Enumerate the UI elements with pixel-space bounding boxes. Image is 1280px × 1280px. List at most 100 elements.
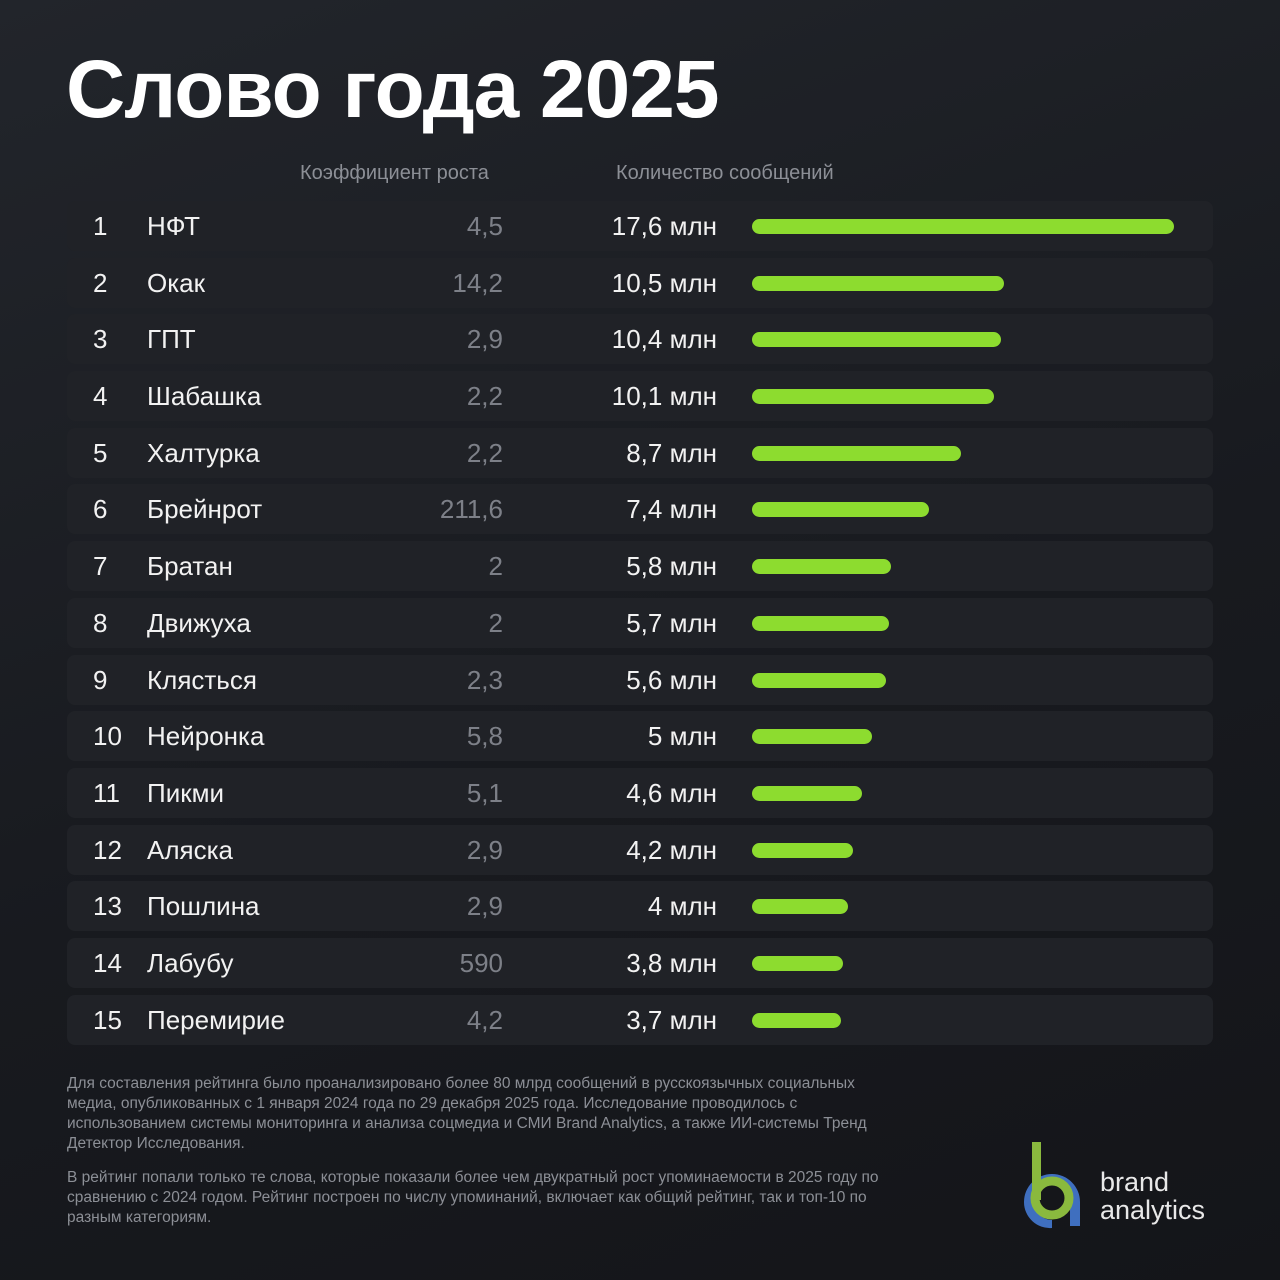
count-bar (752, 1012, 841, 1028)
rank-number: 12 (93, 834, 122, 865)
count-value: 5,8 млн (626, 551, 717, 582)
growth-value: 2,9 (466, 891, 503, 922)
word-label: Лабубу (147, 947, 234, 978)
word-label: Клясться (147, 664, 257, 695)
rank-number: 1 (93, 211, 108, 241)
word-label: Халтурка (147, 437, 260, 468)
count-value: 4 млн (647, 891, 717, 922)
growth-value: 2,9 (466, 834, 503, 865)
count-bar (752, 275, 1004, 291)
count-value: 4,2 млн (626, 834, 717, 865)
count-bar (752, 672, 886, 688)
rank-number: 13 (93, 891, 122, 922)
word-label: Братан (147, 551, 233, 582)
growth-column-header: Коэффициент роста (300, 162, 489, 184)
growth-value: 2 (488, 551, 503, 582)
word-label: НФТ (147, 211, 200, 241)
count-bar (752, 332, 1001, 348)
count-value: 4,6 млн (626, 777, 717, 808)
growth-value: 4,2 (466, 1004, 503, 1035)
word-label: Брейнрот (147, 494, 263, 525)
table-row: 1 НФТ 4,5 17,6 млн (67, 201, 1213, 251)
ranking-table: 1 НФТ 4,5 17,6 млн 2 Окак 14,2 10,5 млн 3 ГПТ 2,9 1… (67, 201, 1213, 1051)
word-label: Аляска (147, 834, 233, 865)
methodology-paragraph: Для составления рейтинга было проанализи… (67, 1075, 867, 1152)
count-bar (752, 615, 889, 631)
rank-number: 7 (93, 551, 108, 582)
logo-text-brand: brand (1100, 1167, 1170, 1197)
word-label: Окак (147, 267, 206, 298)
word-label: Движуха (147, 607, 251, 638)
brand-analytics-logo: brand analytics (1018, 1140, 1218, 1230)
count-bar (752, 842, 853, 858)
count-value: 5 млн (647, 721, 717, 752)
rank-number: 11 (93, 777, 120, 808)
rank-number: 6 (93, 494, 108, 525)
rank-number: 8 (93, 607, 108, 638)
count-bar (752, 955, 843, 971)
count-value: 5,6 млн (626, 664, 717, 695)
word-label: ГПТ (147, 324, 196, 355)
count-value: 3,8 млн (626, 947, 717, 978)
table-row: 4 Шабашка 2,2 10,1 млн (67, 371, 1213, 422)
table-row: 3 ГПТ 2,9 10,4 млн (67, 314, 1213, 365)
table-row: 6 Брейнрот 211,6 7,4 млн (67, 484, 1213, 535)
count-value: 5,7 млн (626, 607, 717, 638)
count-value: 10,4 млн (611, 324, 717, 355)
table-row: 12 Аляска 2,9 4,2 млн (67, 824, 1213, 875)
count-bar (752, 559, 891, 575)
table-row: 10 Нейронка 5,8 5 млн (67, 711, 1213, 762)
growth-value: 5,1 (466, 777, 503, 808)
growth-value: 14,2 (452, 267, 503, 298)
growth-value: 2,2 (466, 381, 503, 412)
table-row: 11 Пикми 5,1 4,6 млн (67, 767, 1213, 818)
count-bar (752, 389, 994, 405)
rank-number: 3 (93, 324, 108, 355)
growth-value: 5,8 (466, 721, 503, 752)
count-bar (752, 445, 961, 461)
table-row: 5 Халтурка 2,2 8,7 млн (67, 427, 1213, 478)
growth-value: 4,5 (466, 211, 503, 241)
count-value: 8,7 млн (626, 437, 717, 468)
word-label: Нейронка (147, 721, 265, 752)
word-label: Перемирие (147, 1004, 285, 1035)
table-row: 7 Братан 2 5,8 млн (67, 541, 1213, 592)
growth-value: 2,2 (466, 437, 503, 468)
rank-number: 15 (93, 1004, 122, 1035)
word-label: Шабашка (147, 381, 262, 412)
logo-text-analytics: analytics (1100, 1195, 1206, 1225)
rank-number: 4 (93, 381, 108, 412)
growth-value: 590 (459, 947, 503, 978)
growth-value: 211,6 (439, 494, 503, 525)
count-value: 10,5 млн (611, 267, 717, 298)
growth-value: 2,9 (466, 324, 503, 355)
count-bar (752, 729, 872, 745)
count-bar (752, 899, 848, 915)
count-column-header: Количество сообщений (616, 162, 834, 184)
count-bar (752, 502, 929, 518)
criteria-paragraph: В рейтинг попали только те слова, которы… (67, 1169, 879, 1226)
table-row: 2 Окак 14,2 10,5 млн (67, 257, 1213, 308)
rank-number: 9 (93, 664, 108, 695)
table-row: 8 Движуха 2 5,7 млн (67, 597, 1213, 648)
count-bar (752, 785, 862, 801)
rank-number: 14 (93, 947, 122, 978)
brand-analytics-logo-icon (1023, 1142, 1080, 1229)
table-row: 15 Перемирие 4,2 3,7 млн (67, 994, 1213, 1045)
rank-number: 10 (93, 721, 122, 752)
count-value: 10,1 млн (611, 381, 717, 412)
count-value: 3,7 млн (626, 1004, 717, 1035)
rank-number: 2 (93, 267, 108, 298)
page-title: Слово года 2025 (66, 44, 719, 135)
table-row: 13 Пошлина 2,9 4 млн (67, 881, 1213, 932)
count-value: 17,6 млн (611, 211, 717, 241)
word-label: Пошлина (147, 891, 260, 922)
growth-value: 2 (488, 607, 503, 638)
rank-number: 5 (93, 437, 108, 468)
count-bar (752, 219, 1174, 234)
growth-value: 2,3 (466, 664, 503, 695)
table-row: 14 Лабубу 590 3,8 млн (67, 937, 1213, 988)
word-label: Пикми (147, 777, 224, 808)
methodology-notes: Для составления рейтинга было проанализи… (67, 1074, 887, 1242)
count-value: 7,4 млн (626, 494, 717, 525)
